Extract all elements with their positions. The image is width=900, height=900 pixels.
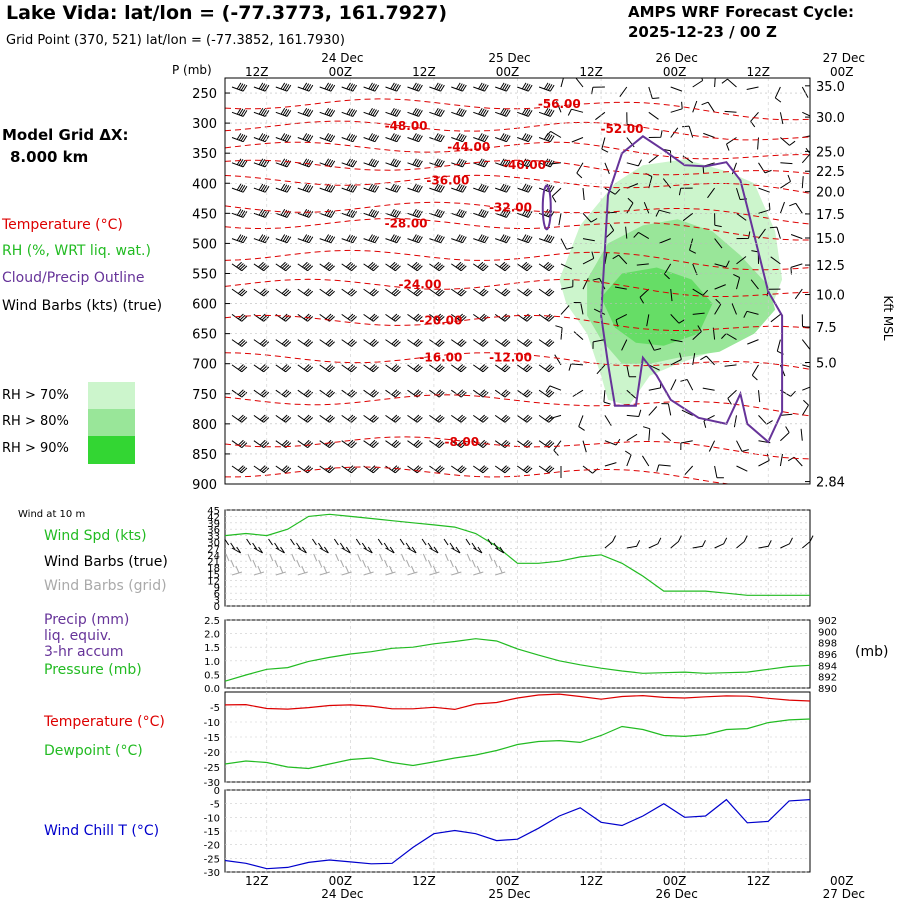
bottom-time-tick-label: 12Z: [746, 874, 770, 888]
temperature-contour-label: -8.00: [444, 435, 479, 449]
bottom-time-tick-label: 12Z: [245, 874, 269, 888]
bottom-time-tick-label: 00Z: [329, 874, 353, 888]
bottom-time-tick-label: 12Z: [412, 874, 436, 888]
top-time-tick-label: 12Z: [412, 65, 436, 79]
temp-panel-y-tick-label: -15: [204, 733, 220, 744]
pressure-right-tick-label: 902: [818, 616, 837, 627]
temperature-contour-label: -28.00: [385, 217, 428, 231]
cross-section-panel: -56.00 -52.00 -48.00 -44.00 -40.00 -36.00 -32.…: [172, 51, 900, 493]
pressure-panel: 0.0 0.5 1.0 1.5 2.0 2.5 890892894896898900902: [204, 616, 837, 695]
precip-panel-y-tick-label: 0.0: [204, 684, 220, 695]
precip-panel-y-tick-label: 2.5: [204, 616, 220, 627]
pressure-right-tick-label: 900: [818, 627, 837, 638]
windchill-panel: -30 -25 -20 -15 -10 -5 0 12Z 00Z 12Z 00Z 12Z 00Z 12Z 0…: [204, 786, 900, 900]
temperature-contour-label: -16.00: [419, 351, 462, 365]
temperature-contour-label: -32.00: [489, 200, 532, 214]
pressure-tick-label: 500: [192, 237, 217, 252]
temp-panel-y-tick-label: -10: [204, 718, 220, 729]
bottom-time-tick-label: 00Z: [830, 874, 854, 888]
kft-tick-label: 2.84: [816, 476, 845, 491]
temperature-contour-label: -40.00: [503, 158, 546, 172]
windchill-panel-y-tick-label: -10: [204, 813, 220, 824]
bottom-date-label: 24 Dec: [321, 887, 363, 900]
temperature-contour-label: -44.00: [447, 140, 490, 154]
top-time-tick-label: 00Z: [496, 65, 520, 79]
top-time-tick-label: 00Z: [329, 65, 353, 79]
temp-panel-y-tick-label: -5: [210, 703, 220, 714]
top-time-tick-label: 12Z: [746, 65, 770, 79]
kft-tick-label: 20.0: [816, 186, 845, 201]
kft-tick-label: 30.0: [816, 111, 845, 126]
pressure-tick-label: 850: [192, 448, 217, 463]
pressure-tick-label: 600: [192, 298, 217, 313]
bottom-date-label: 25 Dec: [488, 887, 530, 900]
pressure-tick-label: 450: [192, 207, 217, 222]
top-time-tick-label: 00Z: [663, 65, 687, 79]
top-date-label: 25 Dec: [488, 51, 530, 65]
windchill-panel-y-tick-label: -25: [204, 854, 220, 865]
top-date-label: 26 Dec: [655, 51, 697, 65]
windchill-panel-y-tick-label: -20: [204, 841, 220, 852]
bottom-time-tick-label: 12Z: [579, 874, 603, 888]
top-time-tick-label: 12Z: [579, 65, 603, 79]
kft-tick-label: 12.5: [816, 259, 845, 274]
kft-tick-label: 7.5: [816, 321, 837, 336]
pressure-tick-label: 300: [192, 117, 217, 132]
precip-panel-y-tick-label: 2.0: [204, 630, 220, 641]
kft-tick-label: 5.0: [816, 357, 837, 372]
top-date-label: 24 Dec: [321, 51, 363, 65]
temp-panel-y-tick-label: -20: [204, 748, 220, 759]
precip-panel-frame: [225, 620, 810, 688]
bottom-date-label: 27 Dec: [823, 887, 865, 900]
temperature-contour-label: -48.00: [385, 119, 428, 133]
bottom-date-label: 26 Dec: [655, 887, 697, 900]
pressure-tick-label: 700: [192, 358, 217, 373]
temperature-contour-label: -56.00: [538, 97, 581, 111]
kft-tick-label: 10.0: [816, 289, 845, 304]
pressure-tick-label: 550: [192, 267, 217, 282]
meteogram-chart: -56.00-52.00-48.00-44.00-40.00-36.00-32.…: [0, 0, 900, 900]
pressure-right-tick-label: 892: [818, 673, 837, 684]
precip-panel-y-tick-label: 0.5: [204, 670, 220, 681]
top-time-tick-label: 00Z: [830, 65, 854, 79]
pressure-tick-label: 250: [192, 87, 217, 102]
temperature-contour-label: -36.00: [426, 173, 469, 187]
wind-panel-y-tick-label: 45: [207, 506, 220, 517]
precip-panel-y-tick-label: 1.5: [204, 643, 220, 654]
bottom-time-tick-label: 00Z: [496, 874, 520, 888]
kft-tick-label: 17.5: [816, 208, 845, 223]
kft-tick-label: 25.0: [816, 145, 845, 160]
pressure-tick-label: 800: [192, 418, 217, 433]
kft-tick-label: 35.0: [816, 80, 845, 95]
pressure-right-tick-label: 896: [818, 650, 837, 661]
precip-panel-y-tick-label: 1.0: [204, 657, 220, 668]
temperature-contour-label: -20.00: [419, 313, 462, 327]
pressure-tick-label: 650: [192, 328, 217, 343]
kft-tick-label: 15.0: [816, 232, 845, 247]
temp-panel-y-tick-label: -25: [204, 763, 220, 774]
kft-axis-title: Kft MSL: [881, 295, 895, 340]
temperature-contour-label: -52.00: [600, 122, 643, 136]
top-time-tick-label: 12Z: [245, 65, 269, 79]
pressure-right-tick-label: 898: [818, 639, 837, 650]
windchill-panel-y-tick-label: -15: [204, 827, 220, 838]
pressure-tick-label: 900: [192, 478, 217, 493]
pressure-axis-title: P (mb): [172, 63, 212, 77]
top-date-label: 27 Dec: [823, 51, 865, 65]
temperature-panel: -30 -25 -20 -15 -10 -5: [204, 692, 810, 789]
temperature-contour-label: -24.00: [399, 277, 442, 291]
meteogram-page: Lake Vida: lat/lon = (-77.3773, 161.7927…: [0, 0, 900, 900]
pressure-tick-label: 750: [192, 388, 217, 403]
windchill-panel-y-tick-label: -30: [204, 868, 220, 879]
kft-tick-label: 22.5: [816, 165, 845, 180]
pressure-right-tick-label: 890: [818, 684, 837, 695]
windchill-panel-y-tick-label: 0: [214, 786, 220, 797]
pressure-right-tick-label: 894: [818, 661, 837, 672]
pressure-tick-label: 350: [192, 147, 217, 162]
temperature-contour-label: -12.00: [489, 351, 532, 365]
pressure-tick-label: 400: [192, 177, 217, 192]
bottom-time-tick-label: 00Z: [663, 874, 687, 888]
windchill-panel-y-tick-label: -5: [210, 800, 220, 811]
